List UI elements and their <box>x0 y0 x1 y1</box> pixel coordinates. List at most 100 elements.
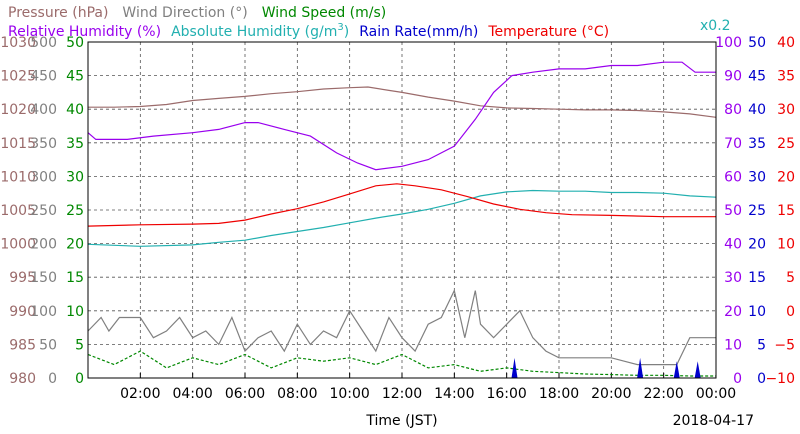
x-tick-label: 16:00 <box>486 386 526 402</box>
wind-speed-tick-label: 20 <box>66 237 84 253</box>
x-tick-label: 10:00 <box>329 386 369 402</box>
pressure-tick-label: 1005 <box>0 203 36 219</box>
temperature-tick-label: −10 <box>765 371 795 387</box>
wind-direction-tick-label: 350 <box>30 136 57 152</box>
series-wind-direction <box>87 288 716 366</box>
legend: Pressure (hPa) Wind Direction (°) Wind Spe… <box>8 5 609 40</box>
pressure-tick-label: 990 <box>9 304 36 320</box>
rain-event-2 <box>637 357 644 378</box>
rain-rate-tick-label: 35 <box>748 136 766 152</box>
rain-scale-note: x0.2 <box>700 18 731 34</box>
wind-direction-tick-label: 300 <box>30 169 57 185</box>
temperature-tick-label: 25 <box>777 136 795 152</box>
wind-direction-tick-label: 200 <box>30 237 57 253</box>
relative-humidity-tick-label: 0 <box>733 371 742 387</box>
relative-humidity-tick-label: 70 <box>724 136 742 152</box>
x-tick-label: 04:00 <box>172 386 212 402</box>
pressure-tick-label: 1025 <box>0 69 36 85</box>
wind-direction-tick-label: 400 <box>30 102 57 118</box>
temperature-tick-label: 20 <box>777 169 795 185</box>
relative-humidity-tick-label: 90 <box>724 69 742 85</box>
grid <box>88 42 716 378</box>
legend-entry-7: Temperature (°C) <box>487 24 609 40</box>
x-tick-label: 14:00 <box>434 386 474 402</box>
temperature-tick-label: 35 <box>777 69 795 85</box>
wind-direction-tick-label: 0 <box>48 371 57 387</box>
rain-rate-tick-label: 5 <box>757 337 766 353</box>
rain-rate-tick-label: 0 <box>757 371 766 387</box>
temperature-tick-label: 30 <box>777 102 795 118</box>
pressure-tick-label: 1030 <box>0 35 36 51</box>
rain-rate-tick-label: 30 <box>748 169 766 185</box>
wind-speed-tick-label: 40 <box>66 102 84 118</box>
x-tick-label: 00:00 <box>696 386 736 402</box>
series-temperature-c <box>87 183 716 227</box>
rain-event-4 <box>694 361 701 378</box>
wind-speed-tick-label: 45 <box>66 69 84 85</box>
legend-entry-6: Rain Rate(mm/h) <box>359 24 478 40</box>
temperature-tick-label: −5 <box>774 337 795 353</box>
wind-speed-tick-label: 25 <box>66 203 84 219</box>
x-tick-label: 22:00 <box>643 386 683 402</box>
pressure-tick-label: 985 <box>9 337 36 353</box>
series-absolute-humidity-g-m3 <box>87 189 717 247</box>
x-axis-title: Time (JST) <box>365 413 437 429</box>
temperature-tick-label: 40 <box>777 35 795 51</box>
pressure-tick-label: 1015 <box>0 136 36 152</box>
wind-speed-tick-label: 15 <box>66 270 84 286</box>
pressure-tick-label: 980 <box>9 371 36 387</box>
wind-speed-tick-label: 35 <box>66 136 84 152</box>
wind-speed-tick-label: 10 <box>66 304 84 320</box>
rain-rate-tick-label: 50 <box>748 35 766 51</box>
rain-rate-tick-label: 20 <box>748 237 766 253</box>
series-relative-humidity <box>87 61 716 171</box>
wind-direction-tick-label: 500 <box>30 35 57 51</box>
rain-rate-tick-label: 25 <box>748 203 766 219</box>
series-wind-speed-m-s <box>87 350 716 377</box>
rain-rate-tick-label: 15 <box>748 270 766 286</box>
wind-speed-tick-label: 30 <box>66 169 84 185</box>
date-label: 2018-04-17 <box>673 413 754 429</box>
x-tick-label: 12:00 <box>382 386 422 402</box>
relative-humidity-tick-label: 40 <box>724 237 742 253</box>
wind-direction-tick-label: 50 <box>39 337 57 353</box>
temperature-tick-label: 15 <box>777 203 795 219</box>
relative-humidity-tick-label: 10 <box>724 337 742 353</box>
wind-speed-tick-label: 50 <box>66 35 84 51</box>
wind-speed-tick-label: 5 <box>75 337 84 353</box>
legend-entry-4: Relative Humidity (%) <box>8 24 161 40</box>
temperature-tick-label: 5 <box>786 270 795 286</box>
x-tick-label: 06:00 <box>225 386 265 402</box>
rain-rate-tick-label: 40 <box>748 102 766 118</box>
rain-rate-tick-label: 45 <box>748 69 766 85</box>
x-tick-label: 02:00 <box>120 386 160 402</box>
wind-direction-tick-label: 100 <box>30 304 57 320</box>
plot-frame <box>87 41 717 379</box>
axes: 1030102510201015101010051000995990985980… <box>0 35 795 402</box>
temperature-tick-label: 0 <box>786 304 795 320</box>
rain-event-3 <box>673 361 680 378</box>
relative-humidity-tick-label: 100 <box>715 35 742 51</box>
wind-direction-tick-label: 450 <box>30 69 57 85</box>
wind-direction-tick-label: 250 <box>30 203 57 219</box>
legend-entry-5: Absolute Humidity (g/m3) <box>171 22 349 40</box>
wind-direction-tick-label: 150 <box>30 270 57 286</box>
relative-humidity-tick-label: 80 <box>724 102 742 118</box>
legend-entry-2: Wind Direction (°) <box>122 5 247 21</box>
x-tick-label: 08:00 <box>277 386 317 402</box>
legend-entry-3: Wind Speed (m/s) <box>262 5 387 21</box>
x-tick-label: 20:00 <box>591 386 631 402</box>
rain-event-1 <box>511 357 518 378</box>
temperature-tick-label: 10 <box>777 237 795 253</box>
relative-humidity-tick-label: 20 <box>724 304 742 320</box>
pressure-tick-label: 1000 <box>0 237 36 253</box>
pressure-tick-label: 1020 <box>0 102 36 118</box>
rain-rate-tick-label: 10 <box>748 304 766 320</box>
pressure-tick-label: 995 <box>9 270 36 286</box>
series-layer <box>87 61 717 378</box>
pressure-tick-label: 1010 <box>0 169 36 185</box>
x-tick-label: 18:00 <box>539 386 579 402</box>
relative-humidity-tick-label: 30 <box>724 270 742 286</box>
relative-humidity-tick-label: 60 <box>724 169 742 185</box>
